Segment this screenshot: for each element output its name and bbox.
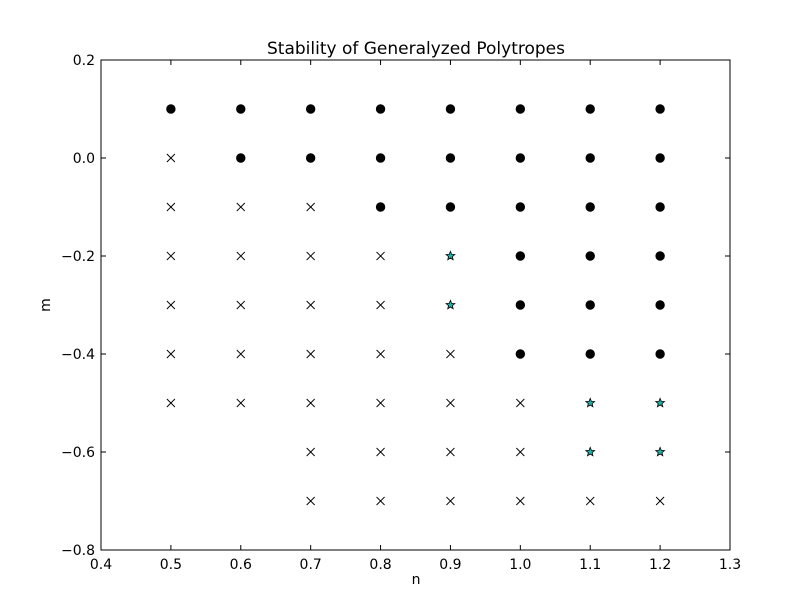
point-star [445,299,456,310]
point-circle [585,349,595,359]
x-tick-label: 1.1 [579,557,601,573]
point-x [655,496,665,506]
plot-frame [100,59,731,551]
x-tick-label: 0.5 [160,557,182,573]
point-x [236,300,246,310]
point-circle [236,153,246,163]
point-x [376,496,385,506]
point-x [376,349,385,359]
point-circle [585,251,595,261]
x-tick-label: 1.3 [719,557,741,573]
point-x [446,398,455,408]
y-axis-title: m [38,298,54,312]
point-circle [445,104,456,114]
point-x [166,349,176,359]
point-circle [515,251,526,261]
x-tick-label: 1.2 [649,557,671,573]
point-circle [375,202,386,212]
point-star [654,397,666,408]
point-x [376,398,385,408]
point-circle [585,104,595,114]
point-x [166,251,176,261]
point-x [376,251,385,261]
point-circle [445,202,456,212]
y-tick-label: −0.4 [61,347,95,363]
point-circle [515,104,526,114]
point-x [376,300,385,310]
point-circle [515,349,526,359]
point-circle [515,300,526,310]
point-circle [166,104,176,114]
point-circle [585,300,595,310]
x-axis-title: n [412,572,421,588]
point-circle [375,104,386,114]
y-tick-label: −0.6 [61,445,95,461]
data-marks [166,104,666,506]
x-tick-label: 0.7 [300,557,322,573]
point-x [236,398,246,408]
point-x [236,349,246,359]
point-x [306,447,315,457]
x-tick-label: 1.0 [509,557,531,573]
point-circle [655,300,665,310]
point-circle [655,251,665,261]
plot-area [101,60,730,550]
x-tick-label: 0.4 [90,557,112,573]
point-star [584,446,596,457]
point-star [445,250,456,261]
point-circle [655,202,665,212]
point-x [306,251,315,261]
y-tick-label: −0.8 [61,543,95,559]
point-x [306,398,315,408]
point-x [376,447,385,457]
point-circle [515,202,526,212]
point-x [585,496,595,506]
point-x [166,398,176,408]
point-x [166,153,176,163]
point-circle [655,153,665,163]
point-x [446,447,455,457]
point-circle [305,153,316,163]
point-x [166,202,176,212]
axis-ticks: 0.4 0.5 0.6 0.7 0.8 0.9 1.0 1.1 1.2 1.3 0.2 0.0 −0.2… [61,53,741,573]
x-tick-label: 0.6 [230,557,252,573]
point-circle [515,153,526,163]
point-x [166,300,176,310]
point-circle [585,153,595,163]
point-x [516,447,525,457]
point-x [446,349,455,359]
point-x [306,202,315,212]
point-x [446,496,455,506]
point-x [516,496,525,506]
point-circle [236,104,246,114]
point-x [306,300,315,310]
chart-title: Stability of Generalyzed Polytropes [267,39,565,59]
point-circle [445,153,456,163]
x-tick-label: 0.8 [369,557,391,573]
point-circle [305,104,316,114]
point-x [306,349,315,359]
point-circle [655,349,665,359]
y-tick-label: 0.2 [73,53,95,69]
point-star [584,397,596,408]
point-star [654,446,666,457]
y-tick-label: −0.2 [61,249,95,265]
point-x [516,398,525,408]
point-x [236,202,246,212]
point-x [236,251,246,261]
point-circle [655,104,665,114]
y-tick-label: 0.0 [73,151,95,167]
point-x [306,496,315,506]
x-tick-label: 0.9 [439,557,461,573]
point-circle [375,153,386,163]
point-circle [585,202,595,212]
